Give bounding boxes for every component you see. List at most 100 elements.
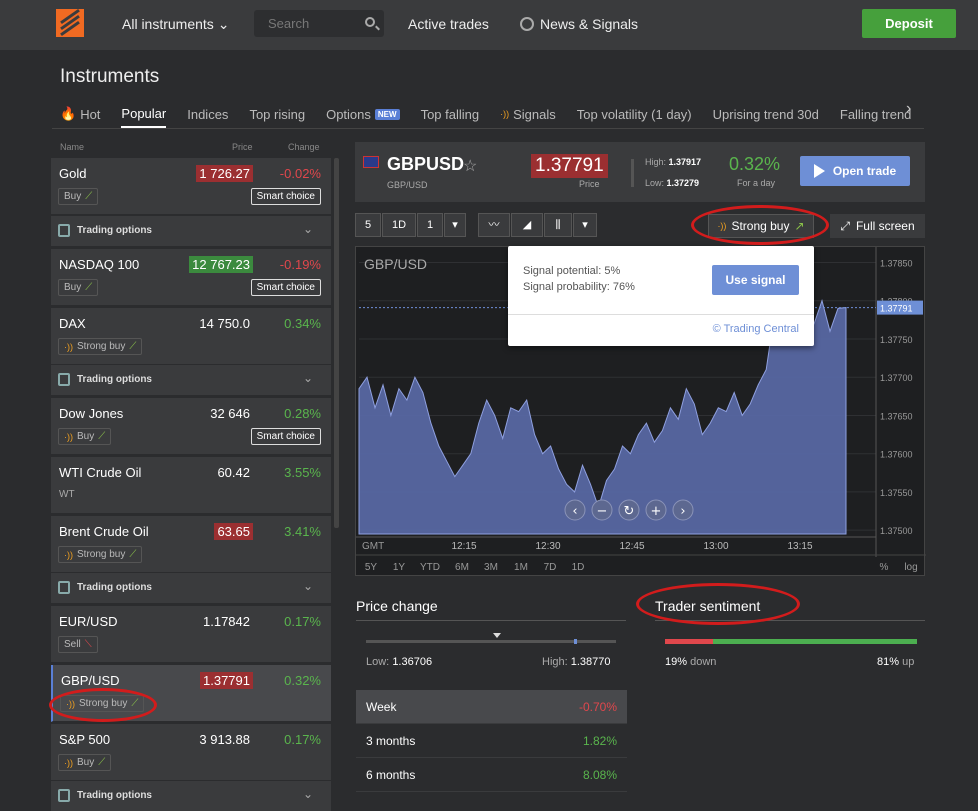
zoom-right-icon — [672, 499, 694, 521]
pair-subtitle: GBP/USD — [387, 180, 428, 190]
tab-uprising-trend[interactable]: Uprising trend 30d — [712, 106, 819, 122]
category-tabs: 🔥 Hot Popular Indices Top rising Options N… — [60, 100, 932, 128]
options-icon — [58, 789, 70, 802]
signal-badge[interactable]: ·)) Strong buy ⟋ — [58, 338, 143, 355]
area-chart-icon[interactable]: ◢ — [511, 213, 543, 237]
signal-badge[interactable]: Buy ⟋ — [58, 279, 99, 296]
signal-badge[interactable]: ·)) Strong buy ⟋ — [58, 546, 143, 563]
candlestick-icon[interactable]: ⫼ — [544, 213, 572, 237]
chevron-down-icon: ⌄ — [302, 222, 313, 236]
range-button: 1Y — [393, 562, 406, 573]
tab-falling-trend[interactable]: Falling trend — [839, 106, 912, 122]
logo-icon[interactable] — [56, 8, 84, 37]
interval-5-button[interactable]: 5 — [355, 213, 381, 237]
list-item[interactable]: DAX 14 750.0 0.34% ·)) Strong buy ⟋ — [51, 308, 331, 365]
tab-top-volatility[interactable]: Top volatility (1 day) — [576, 106, 692, 122]
zoom-reset-icon-glyph: ↻ — [624, 504, 635, 519]
price-value: 3 913.88 — [199, 732, 250, 747]
smart-choice-badge[interactable]: Smart choice — [250, 428, 321, 445]
list-item[interactable]: NASDAQ 100 12 767.23 -0.19% Buy ⟋ Smart c… — [51, 249, 331, 306]
list-item[interactable]: Gold 1 726.27 -0.02% Buy ⟋ Smart choice — [51, 158, 331, 215]
open-trade-button[interactable]: Open trade — [800, 156, 910, 186]
high-value: High: 1.37917 — [645, 157, 702, 167]
active-trades-link[interactable]: Active trades — [408, 16, 489, 32]
chart-symbol-label: GBP/USD — [364, 256, 427, 272]
tab-top-falling[interactable]: Top falling — [420, 106, 480, 122]
price-value: 14 750.0 — [199, 316, 250, 331]
list-item[interactable]: WTI Crude Oil 60.42 3.55% WT — [51, 457, 331, 514]
interval-dropdown[interactable]: ▾ — [444, 213, 466, 237]
page-title: Instruments — [60, 66, 160, 87]
trading-options-toggle[interactable]: Trading options ⌄ — [51, 572, 331, 603]
signal-badge[interactable]: Buy ⟋ — [58, 188, 99, 205]
x-tick-label: 13:15 — [787, 541, 812, 552]
line-chart-icon[interactable]: 〰 — [478, 213, 510, 237]
play-icon — [813, 164, 825, 178]
tab-top-rising[interactable]: Top rising — [249, 106, 306, 122]
price-value: 60.42 — [217, 465, 250, 480]
price-change-title: Price change — [356, 598, 438, 614]
change-value: 0.34% — [284, 316, 321, 331]
smart-choice-badge[interactable]: Smart choice — [250, 188, 321, 205]
y-tick-label: 1.37600 — [880, 450, 913, 460]
header-price: Price — [232, 142, 253, 152]
price-value: 1.17842 — [203, 614, 250, 629]
range-button: 6M — [455, 562, 469, 573]
chart-type-dropdown[interactable]: ▾ — [573, 213, 597, 237]
list-item[interactable]: Dow Jones 32 646 0.28% ·)) Buy ⟋ Smart cho… — [51, 398, 331, 455]
header-change: Change — [288, 142, 320, 152]
star-icon[interactable]: ☆ — [463, 158, 478, 175]
tab-popular[interactable]: Popular — [121, 106, 167, 128]
options-icon — [58, 373, 70, 386]
arrow-up-icon: ⟋ — [85, 282, 93, 293]
trading-options-toggle[interactable]: Trading options ⌄ — [51, 215, 331, 246]
deposit-button[interactable]: Deposit — [862, 9, 956, 38]
all-instruments-menu[interactable]: All instruments ⌄ — [122, 16, 230, 32]
x-tick-label: 13:00 — [703, 541, 728, 552]
signal-icon: ·)) — [500, 109, 510, 119]
expand-icon: ⤢ — [840, 218, 850, 233]
tab-signals[interactable]: ·)) Signals — [500, 106, 556, 122]
interval-1-button[interactable]: 1 — [417, 213, 443, 237]
arrow-up-icon: ⟋ — [129, 549, 137, 560]
y-tick-label: 1.37700 — [880, 373, 913, 383]
list-item[interactable]: EUR/USD 1.17842 0.17% Sell ⟍ — [51, 606, 331, 663]
zoom-reset-icon — [618, 499, 640, 521]
y-tick-label: 1.37750 — [880, 335, 913, 345]
table-row: 6 months 8.08% — [356, 758, 627, 792]
full-screen-button[interactable]: ⤢ Full screen — [830, 214, 925, 238]
signal-badge[interactable]: ·)) Buy ⟋ — [58, 754, 112, 771]
range-low: Low: 1.36706 — [366, 656, 433, 668]
tab-options[interactable]: Options NEW — [326, 100, 400, 128]
search-input[interactable]: Search — [254, 10, 384, 37]
list-item[interactable]: Brent Crude Oil 63.65 3.41% ·)) Strong bu… — [51, 516, 331, 573]
day-change: 0.32% — [729, 154, 781, 174]
news-signals-link[interactable]: News & Signals — [520, 16, 638, 32]
interval-1d-button[interactable]: 1D — [382, 213, 416, 237]
smart-choice-badge[interactable]: Smart choice — [250, 279, 321, 296]
range-button: 1D — [572, 562, 585, 573]
tab-hot[interactable]: 🔥 Hot — [60, 106, 101, 122]
arrow-down-icon: ⟍ — [84, 639, 92, 650]
range-button: 1M — [514, 562, 528, 573]
tab-indices[interactable]: Indices — [187, 106, 229, 122]
chevron-down-icon: ⌄ — [302, 579, 313, 593]
list-item[interactable]: S&P 500 3 913.88 0.17% ·)) Buy ⟋ — [51, 724, 331, 781]
zoom-in-icon — [645, 499, 667, 521]
range-button: 7D — [544, 562, 557, 573]
signal-badge[interactable]: Sell ⟍ — [58, 636, 98, 653]
trading-central-link[interactable]: © Trading Central — [712, 323, 799, 335]
range-high: High: 1.38770 — [542, 656, 611, 668]
highlight-ellipse — [691, 205, 829, 245]
zoom-right-icon-glyph: › — [680, 504, 685, 519]
chevron-down-icon: ⌄ — [217, 16, 230, 32]
flame-icon: 🔥 — [60, 106, 77, 121]
chevron-right-icon[interactable]: › — [906, 100, 912, 117]
list-scrollbar[interactable] — [334, 158, 339, 528]
x-tick-label: 12:15 — [451, 541, 476, 552]
trading-options-toggle[interactable]: Trading options ⌄ — [51, 780, 331, 811]
use-signal-button[interactable]: Use signal — [712, 265, 799, 295]
trading-options-toggle[interactable]: Trading options ⌄ — [51, 364, 331, 395]
signal-badge[interactable]: ·)) Buy ⟋ — [58, 428, 112, 445]
range-button: 5Y — [365, 562, 378, 573]
